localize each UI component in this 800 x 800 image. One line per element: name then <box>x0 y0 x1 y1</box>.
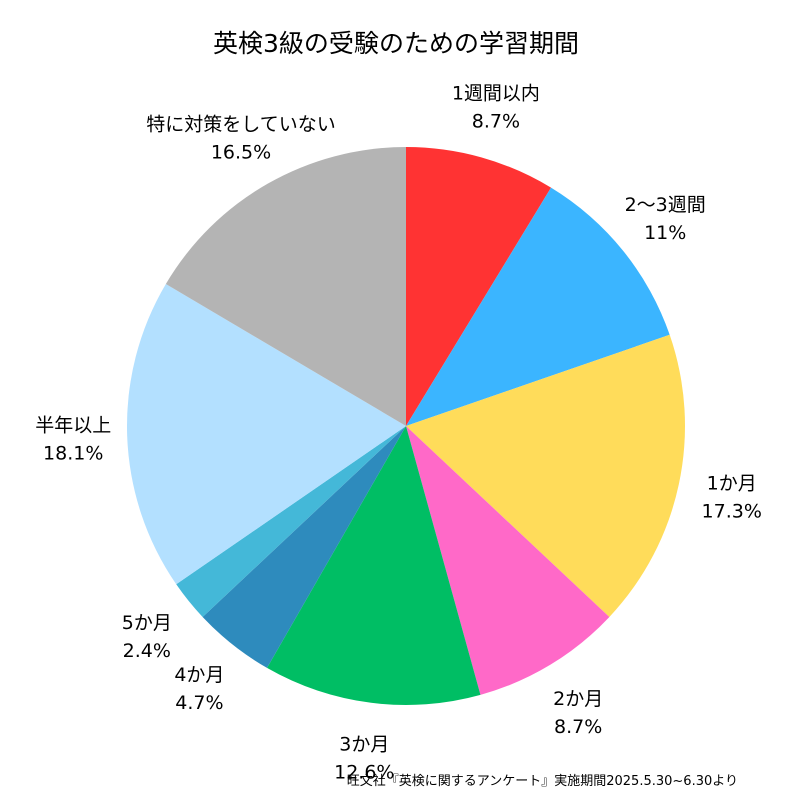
pie-slice-6 <box>202 426 406 668</box>
chart-title: 英検3級の受験のための学習期間 <box>213 29 579 58</box>
pie-slices <box>126 147 685 705</box>
pie-slice-1 <box>406 147 552 426</box>
slice-label-1: 1週間以内 <box>452 82 540 104</box>
pie-slice-8 <box>126 283 407 585</box>
slice-value-5: 12.6% <box>334 761 394 783</box>
pie-slice-4 <box>406 426 610 695</box>
slice-value-1: 8.7% <box>472 110 520 132</box>
slice-value-3: 17.3% <box>702 501 762 523</box>
slice-label-6: 4か月 <box>174 664 224 686</box>
pie-slice-9 <box>165 147 406 426</box>
slice-label-7: 5か月 <box>122 612 172 634</box>
slice-value-6: 4.7% <box>175 692 223 714</box>
slice-value-2: 11% <box>644 222 686 244</box>
slice-value-9: 16.5% <box>211 142 271 164</box>
slice-label-9: 特に対策をしていない <box>146 114 335 136</box>
slice-value-8: 18.1% <box>43 443 103 465</box>
slice-label-3: 1か月 <box>707 473 757 495</box>
slice-label-4: 2か月 <box>553 688 603 710</box>
source-note: 旺文社『英検に関するアンケート』実施期間2025.5.30~6.30より <box>347 773 738 789</box>
slice-value-7: 2.4% <box>123 640 171 662</box>
slice-label-2: 2〜3週間 <box>625 194 706 216</box>
slice-value-4: 8.7% <box>554 716 602 738</box>
pie-slice-5 <box>267 426 481 705</box>
pie-slice-7 <box>176 426 406 617</box>
slice-label-5: 3か月 <box>339 733 389 755</box>
pie-labels: 1週間以内 8.7% 2〜3週間 11% 1か月 17.3% 2か月 8.7% 3か月 12.6%… <box>35 82 762 783</box>
pie-slice-2 <box>406 187 670 426</box>
pie-slice-3 <box>406 334 685 617</box>
slice-label-8: 半年以上 <box>35 415 111 437</box>
